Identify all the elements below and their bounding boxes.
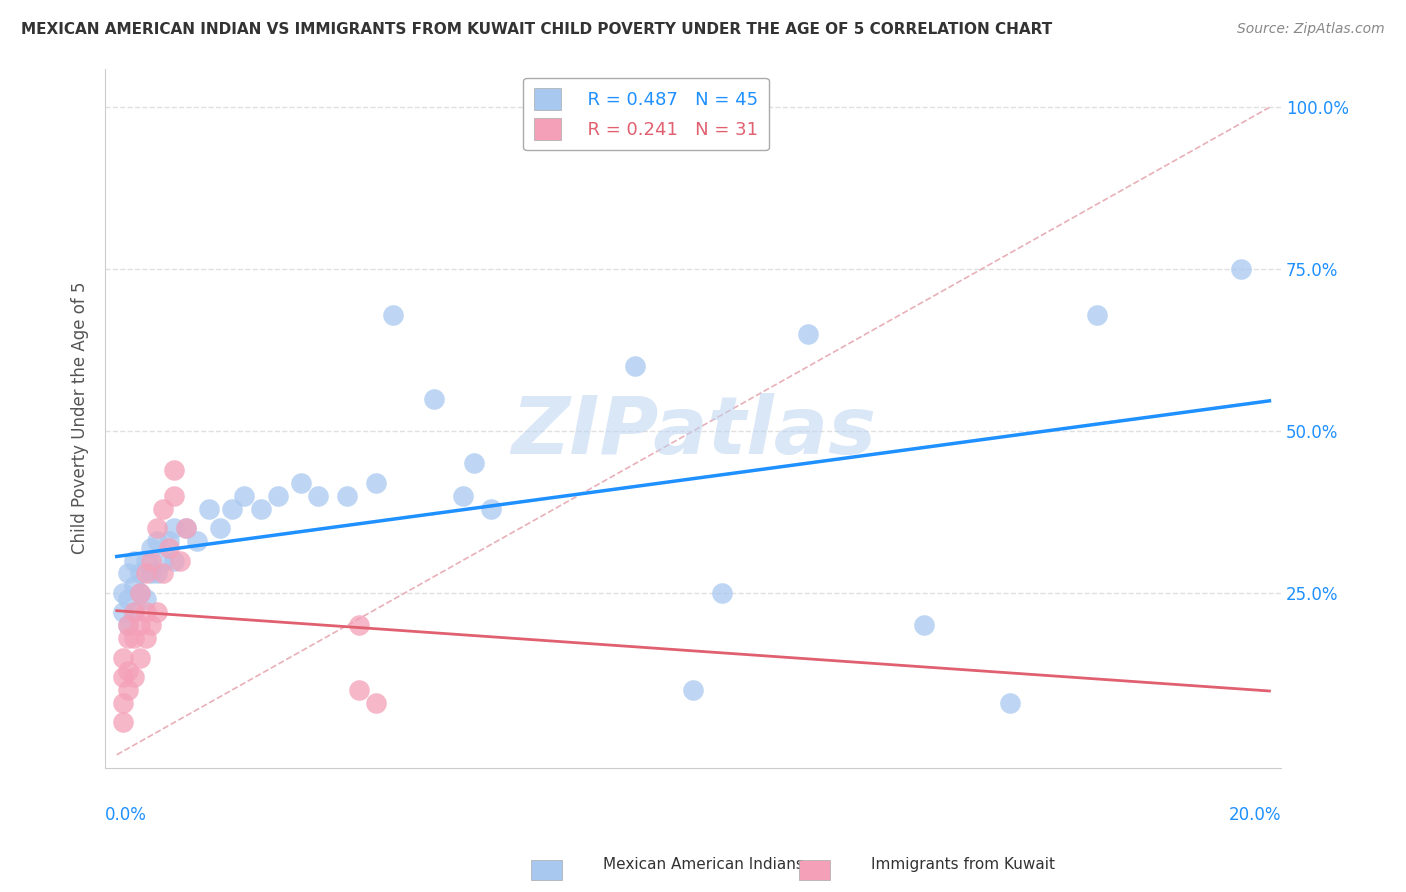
Point — [111, 605, 134, 619]
Point — [1085, 308, 1108, 322]
Point — [111, 586, 134, 600]
Point — [710, 586, 733, 600]
Point — [141, 553, 163, 567]
Point — [128, 650, 150, 665]
Point — [308, 489, 330, 503]
Point — [146, 534, 169, 549]
Point — [111, 696, 134, 710]
Point — [682, 683, 704, 698]
Point — [163, 489, 186, 503]
Point — [135, 553, 157, 567]
Point — [163, 521, 186, 535]
Point — [250, 501, 273, 516]
Text: Source: ZipAtlas.com: Source: ZipAtlas.com — [1237, 22, 1385, 37]
Point — [152, 566, 174, 581]
Point — [117, 631, 139, 645]
Text: Mexican American Indians: Mexican American Indians — [603, 857, 803, 872]
Point — [117, 592, 139, 607]
Point — [135, 592, 157, 607]
Point — [451, 489, 474, 503]
Point — [463, 457, 485, 471]
Point — [128, 566, 150, 581]
Point — [336, 489, 359, 503]
Point — [290, 475, 312, 490]
Text: ZIPatlas: ZIPatlas — [510, 393, 876, 471]
Point — [382, 308, 405, 322]
Text: 0.0%: 0.0% — [105, 806, 148, 824]
Point — [186, 534, 208, 549]
Point — [209, 521, 232, 535]
Point — [111, 670, 134, 684]
Point — [117, 618, 139, 632]
Point — [797, 326, 820, 341]
Point — [169, 553, 191, 567]
Point — [117, 618, 139, 632]
Point — [422, 392, 444, 406]
Point — [122, 631, 145, 645]
Point — [267, 489, 290, 503]
Point — [163, 463, 186, 477]
Point — [198, 501, 221, 516]
Point — [347, 618, 370, 632]
Point — [998, 696, 1021, 710]
Point — [128, 586, 150, 600]
Point — [624, 359, 647, 374]
Point — [122, 670, 145, 684]
Point — [479, 501, 502, 516]
Point — [122, 579, 145, 593]
Text: Immigrants from Kuwait: Immigrants from Kuwait — [872, 857, 1054, 872]
Point — [912, 618, 935, 632]
Point — [152, 501, 174, 516]
Point — [364, 475, 387, 490]
Point — [157, 534, 180, 549]
Point — [111, 650, 134, 665]
Point — [146, 521, 169, 535]
Point — [135, 566, 157, 581]
Point — [146, 605, 169, 619]
Point — [141, 566, 163, 581]
Point — [174, 521, 197, 535]
Point — [146, 566, 169, 581]
Point — [347, 683, 370, 698]
Point — [128, 586, 150, 600]
Legend:   R = 0.487   N = 45,   R = 0.241   N = 31: R = 0.487 N = 45, R = 0.241 N = 31 — [523, 78, 769, 151]
Point — [232, 489, 254, 503]
Text: MEXICAN AMERICAN INDIAN VS IMMIGRANTS FROM KUWAIT CHILD POVERTY UNDER THE AGE OF: MEXICAN AMERICAN INDIAN VS IMMIGRANTS FR… — [21, 22, 1052, 37]
Point — [122, 553, 145, 567]
Y-axis label: Child Poverty Under the Age of 5: Child Poverty Under the Age of 5 — [72, 282, 89, 554]
Point — [117, 683, 139, 698]
Point — [141, 541, 163, 555]
Point — [117, 664, 139, 678]
Point — [135, 605, 157, 619]
Point — [117, 566, 139, 581]
Point — [364, 696, 387, 710]
Point — [221, 501, 243, 516]
Point — [122, 605, 145, 619]
Point — [122, 605, 145, 619]
Point — [163, 553, 186, 567]
Point — [111, 715, 134, 730]
Point — [141, 618, 163, 632]
Point — [1229, 262, 1251, 277]
Point — [128, 618, 150, 632]
Point — [174, 521, 197, 535]
Point — [152, 553, 174, 567]
Text: 20.0%: 20.0% — [1229, 806, 1281, 824]
Point — [135, 631, 157, 645]
Point — [157, 541, 180, 555]
